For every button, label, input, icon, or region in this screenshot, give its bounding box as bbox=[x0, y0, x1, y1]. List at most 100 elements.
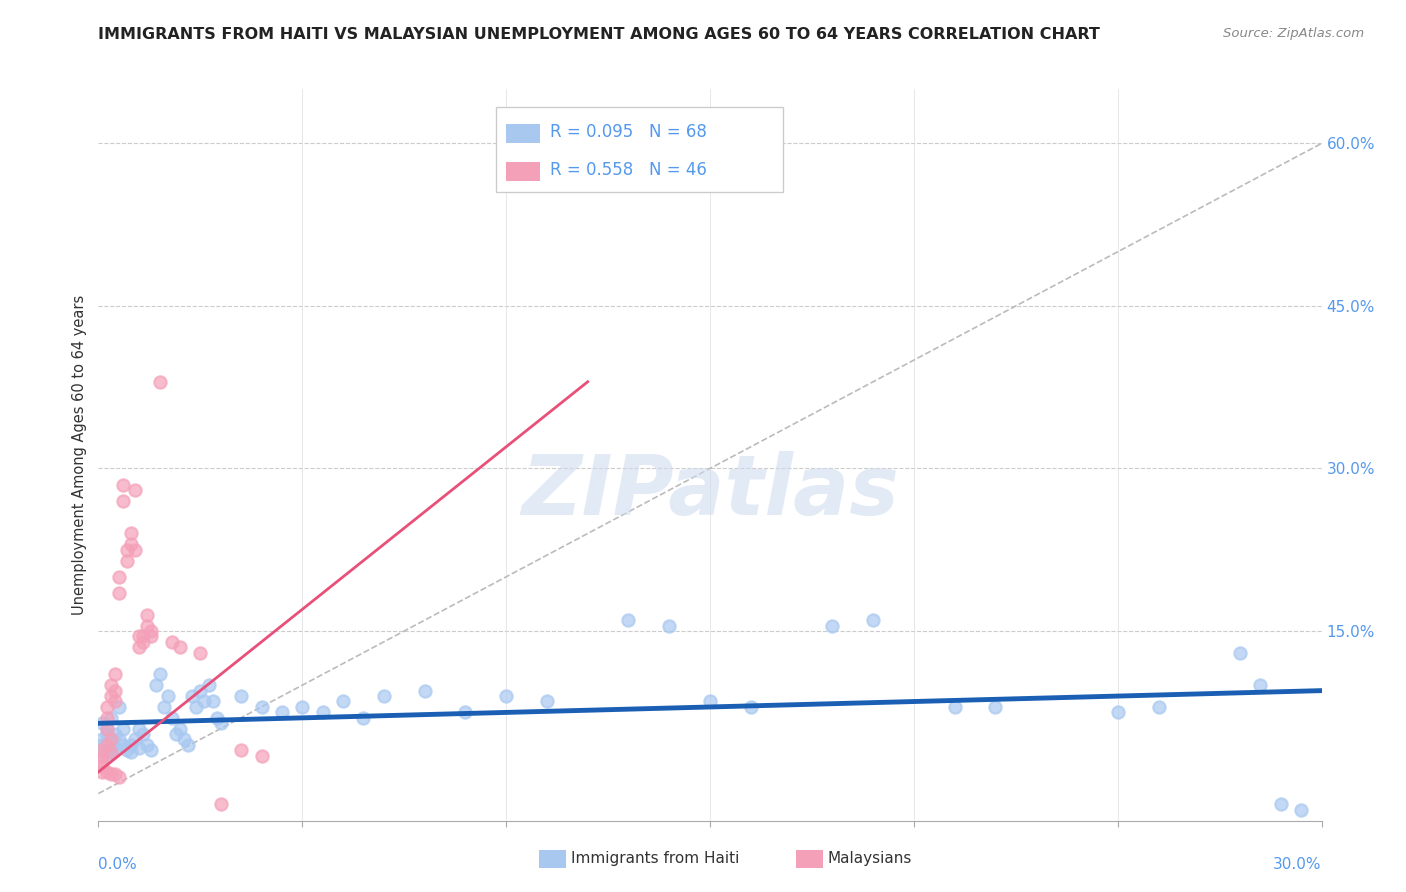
Point bbox=[128, 741, 150, 756]
Point bbox=[96, 711, 118, 725]
Point bbox=[132, 727, 155, 741]
Point bbox=[291, 699, 314, 714]
Point bbox=[454, 706, 477, 720]
Point bbox=[250, 748, 273, 763]
Point bbox=[96, 727, 118, 741]
Point bbox=[984, 699, 1007, 714]
Point bbox=[96, 743, 118, 757]
Point bbox=[132, 635, 155, 649]
Point bbox=[136, 607, 159, 622]
Point bbox=[108, 770, 131, 784]
Point bbox=[495, 689, 517, 703]
Point bbox=[104, 667, 127, 681]
Point bbox=[128, 629, 150, 643]
Point bbox=[120, 738, 142, 752]
Point bbox=[91, 748, 114, 763]
Bar bbox=[506, 124, 540, 143]
Point bbox=[96, 722, 118, 736]
Point bbox=[231, 689, 253, 703]
Point bbox=[1291, 803, 1313, 817]
Point bbox=[100, 689, 122, 703]
Point bbox=[136, 618, 159, 632]
Point bbox=[132, 629, 155, 643]
Point bbox=[124, 483, 146, 497]
Point bbox=[100, 738, 122, 752]
Point bbox=[1229, 646, 1251, 660]
Point bbox=[124, 732, 146, 747]
Point bbox=[352, 711, 374, 725]
Point bbox=[149, 667, 172, 681]
Point bbox=[188, 683, 212, 698]
Text: R = 0.558   N = 46: R = 0.558 N = 46 bbox=[550, 161, 707, 178]
Point bbox=[141, 624, 163, 638]
Point bbox=[115, 542, 138, 557]
Point bbox=[96, 764, 118, 779]
Point bbox=[312, 706, 335, 720]
Point bbox=[152, 699, 174, 714]
Point bbox=[943, 699, 966, 714]
Point bbox=[160, 635, 183, 649]
Point bbox=[699, 694, 721, 708]
Point bbox=[1107, 706, 1129, 720]
Point bbox=[186, 699, 208, 714]
Point bbox=[91, 743, 114, 757]
Text: Malaysians: Malaysians bbox=[828, 851, 912, 866]
Point bbox=[108, 699, 131, 714]
Point bbox=[145, 678, 167, 692]
Y-axis label: Unemployment Among Ages 60 to 64 years: Unemployment Among Ages 60 to 64 years bbox=[72, 294, 87, 615]
Point bbox=[149, 375, 172, 389]
Point bbox=[100, 767, 122, 781]
Point bbox=[104, 683, 127, 698]
Point bbox=[250, 699, 273, 714]
Point bbox=[100, 732, 122, 747]
Point bbox=[177, 738, 200, 752]
Bar bbox=[796, 850, 823, 868]
Point bbox=[100, 745, 122, 759]
Point bbox=[120, 745, 142, 759]
Text: R = 0.095   N = 68: R = 0.095 N = 68 bbox=[550, 122, 707, 141]
Point bbox=[91, 759, 114, 773]
Point bbox=[91, 716, 114, 731]
Bar bbox=[538, 850, 565, 868]
Text: ZIPatlas: ZIPatlas bbox=[522, 451, 898, 532]
Text: IMMIGRANTS FROM HAITI VS MALAYSIAN UNEMPLOYMENT AMONG AGES 60 TO 64 YEARS CORREL: IMMIGRANTS FROM HAITI VS MALAYSIAN UNEMP… bbox=[98, 27, 1101, 42]
Point bbox=[100, 732, 122, 747]
Point bbox=[205, 711, 228, 725]
Point bbox=[332, 694, 354, 708]
Point bbox=[181, 689, 204, 703]
Point bbox=[96, 738, 118, 752]
Point bbox=[862, 613, 884, 627]
Point bbox=[169, 722, 191, 736]
Bar bbox=[506, 161, 540, 180]
Point bbox=[100, 678, 122, 692]
Point bbox=[1147, 699, 1170, 714]
Point bbox=[115, 553, 138, 567]
Point bbox=[108, 732, 131, 747]
Point bbox=[231, 743, 253, 757]
Point bbox=[270, 706, 294, 720]
Text: 0.0%: 0.0% bbox=[98, 857, 138, 872]
Point bbox=[91, 754, 114, 768]
Point bbox=[165, 727, 187, 741]
Point bbox=[124, 542, 146, 557]
Point bbox=[104, 694, 127, 708]
Point bbox=[128, 640, 150, 655]
Point bbox=[617, 613, 640, 627]
Point bbox=[197, 678, 219, 692]
Point bbox=[96, 722, 118, 736]
Text: 30.0%: 30.0% bbox=[1274, 857, 1322, 872]
Point bbox=[91, 732, 114, 747]
Point bbox=[111, 477, 134, 491]
Point bbox=[658, 618, 681, 632]
Point bbox=[128, 722, 150, 736]
Point bbox=[100, 711, 122, 725]
Point bbox=[91, 738, 114, 752]
Point bbox=[160, 711, 183, 725]
Point bbox=[108, 586, 131, 600]
Point bbox=[1270, 797, 1292, 812]
Point bbox=[91, 743, 114, 757]
Point bbox=[111, 494, 134, 508]
Point bbox=[108, 570, 131, 584]
Point bbox=[96, 748, 118, 763]
Point bbox=[104, 767, 127, 781]
